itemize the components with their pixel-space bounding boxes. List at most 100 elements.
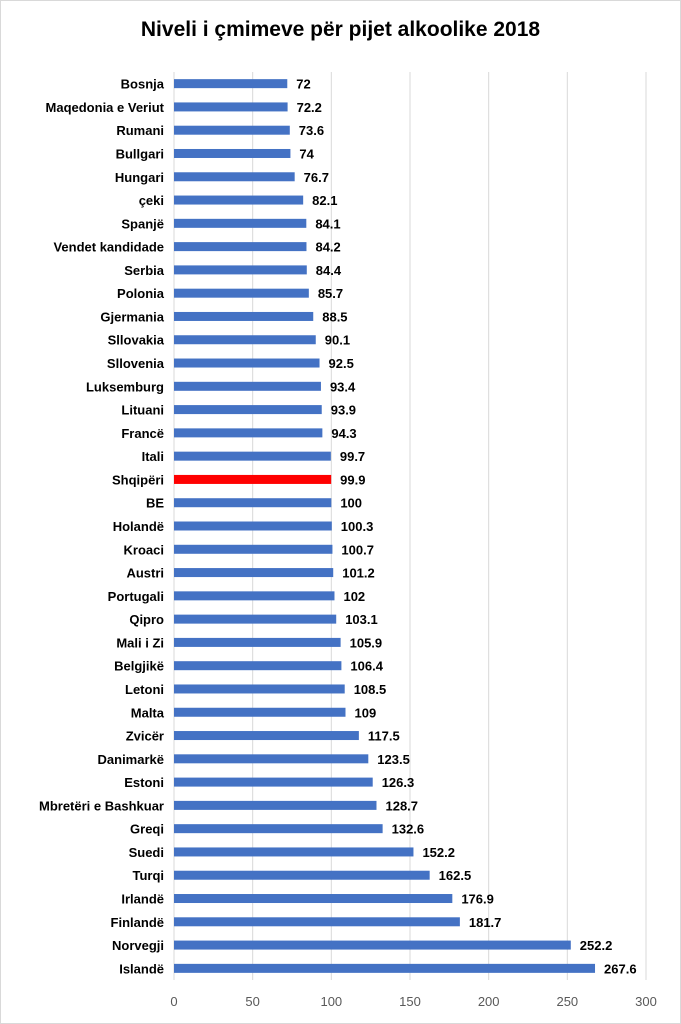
data-label: 90.1 bbox=[325, 333, 350, 348]
bar bbox=[174, 498, 332, 508]
category-label: Rumani bbox=[116, 123, 164, 138]
category-label: Gjermania bbox=[100, 309, 164, 324]
category-label: Kroaci bbox=[124, 542, 164, 557]
data-label: 176.9 bbox=[461, 892, 494, 907]
data-label: 82.1 bbox=[312, 193, 337, 208]
bar bbox=[174, 684, 345, 694]
data-label: 76.7 bbox=[304, 170, 329, 185]
data-label: 88.5 bbox=[322, 309, 347, 324]
x-tick-label: 100 bbox=[320, 994, 342, 1009]
bar bbox=[174, 265, 307, 275]
bar bbox=[174, 591, 335, 601]
data-label: 84.1 bbox=[315, 216, 340, 231]
data-label: 73.6 bbox=[299, 123, 324, 138]
data-label: 252.2 bbox=[580, 938, 613, 953]
category-label: Estoni bbox=[124, 775, 164, 790]
bar bbox=[174, 335, 316, 345]
bar bbox=[174, 614, 337, 624]
category-label: Malta bbox=[131, 705, 165, 720]
data-label: 85.7 bbox=[318, 286, 343, 301]
category-label: Norvegji bbox=[112, 938, 164, 953]
category-label: Finlandë bbox=[111, 915, 164, 930]
data-label: 117.5 bbox=[368, 729, 400, 744]
category-label: Austri bbox=[126, 566, 164, 581]
data-label: 123.5 bbox=[377, 752, 410, 767]
data-label: 100.7 bbox=[341, 542, 374, 557]
bar bbox=[174, 940, 571, 950]
data-label: 93.4 bbox=[330, 379, 356, 394]
bar bbox=[174, 754, 369, 764]
bar bbox=[174, 870, 430, 880]
data-label: 181.7 bbox=[469, 915, 502, 930]
data-label: 99.9 bbox=[340, 472, 365, 487]
bar bbox=[174, 195, 304, 205]
category-label: Greqi bbox=[130, 822, 164, 837]
bar bbox=[174, 824, 383, 834]
data-label: 132.6 bbox=[392, 822, 425, 837]
bar bbox=[174, 777, 373, 787]
data-label: 152.2 bbox=[422, 845, 455, 860]
category-label: Spanjë bbox=[121, 216, 164, 231]
category-label: Holandë bbox=[113, 519, 164, 534]
category-label: Belgjikë bbox=[114, 659, 164, 674]
data-label: 72.2 bbox=[297, 100, 322, 115]
data-label: 108.5 bbox=[354, 682, 387, 697]
bar bbox=[174, 637, 341, 647]
category-label: Danimarkë bbox=[98, 752, 164, 767]
category-label: Mbretëri e Bashkuar bbox=[39, 798, 164, 813]
category-label: Maqedonia e Veriut bbox=[46, 100, 165, 115]
data-label: 109 bbox=[354, 705, 376, 720]
category-label: Sllovakia bbox=[108, 333, 165, 348]
category-label: Islandë bbox=[119, 961, 164, 976]
chart-title: Niveli i çmimeve për pijet alkoolike 201… bbox=[140, 18, 541, 41]
bar bbox=[174, 800, 377, 810]
x-tick-label: 50 bbox=[245, 994, 259, 1009]
category-label: Bosnja bbox=[121, 77, 165, 92]
bar bbox=[174, 731, 359, 741]
bar bbox=[174, 661, 342, 671]
bar bbox=[174, 218, 307, 228]
data-label: 126.3 bbox=[382, 775, 415, 790]
category-label: Suedi bbox=[129, 845, 164, 860]
category-label: Turqi bbox=[132, 868, 164, 883]
bar bbox=[174, 358, 320, 368]
bar bbox=[174, 963, 596, 973]
x-tick-label: 150 bbox=[399, 994, 421, 1009]
category-label: Portugali bbox=[108, 589, 164, 604]
bar bbox=[174, 894, 453, 904]
category-label: Letoni bbox=[125, 682, 164, 697]
category-label: Vendet kandidade bbox=[53, 240, 164, 255]
category-label: Hungari bbox=[115, 170, 164, 185]
category-label: çeki bbox=[139, 193, 164, 208]
category-label: Francë bbox=[121, 426, 164, 441]
category-label: BE bbox=[146, 496, 164, 511]
data-label: 93.9 bbox=[331, 403, 356, 418]
data-label: 94.3 bbox=[331, 426, 356, 441]
bar bbox=[174, 428, 323, 438]
category-label: Shqipëri bbox=[112, 472, 164, 487]
bar bbox=[174, 102, 288, 112]
category-label: Serbia bbox=[124, 263, 165, 278]
data-label: 102 bbox=[343, 589, 365, 604]
data-label: 103.1 bbox=[345, 612, 378, 627]
category-label: Bullgari bbox=[116, 146, 164, 161]
data-label: 100 bbox=[340, 496, 362, 511]
bar bbox=[174, 847, 414, 857]
data-label: 92.5 bbox=[329, 356, 354, 371]
bar bbox=[174, 242, 307, 252]
bar bbox=[174, 405, 322, 415]
bar bbox=[174, 544, 333, 554]
bar bbox=[174, 311, 314, 321]
data-label: 84.2 bbox=[315, 240, 340, 255]
data-label: 84.4 bbox=[316, 263, 342, 278]
data-label: 267.6 bbox=[604, 961, 637, 976]
data-label: 105.9 bbox=[350, 635, 383, 650]
category-label: Zvicër bbox=[126, 729, 164, 744]
category-label: Polonia bbox=[117, 286, 165, 301]
x-tick-label: 300 bbox=[635, 994, 657, 1009]
x-tick-label: 200 bbox=[478, 994, 500, 1009]
data-label: 101.2 bbox=[342, 566, 375, 581]
category-label: Lituani bbox=[121, 403, 164, 418]
bar bbox=[174, 707, 346, 717]
